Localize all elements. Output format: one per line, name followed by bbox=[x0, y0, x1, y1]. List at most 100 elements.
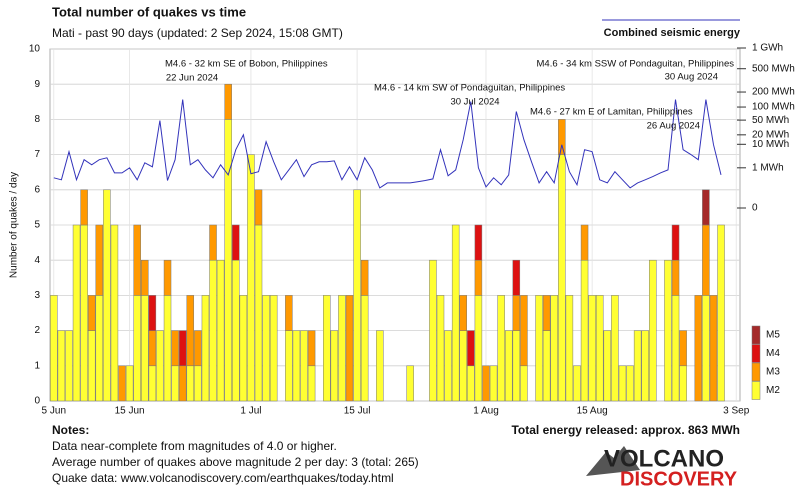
annotation-text: M4.6 - 27 km E of Lamitan, Philippines bbox=[530, 107, 693, 118]
bar-segment bbox=[262, 295, 270, 402]
logo-icon bbox=[586, 446, 640, 476]
annotation-date: 26 Aug 2024 bbox=[647, 121, 700, 132]
bar-segment bbox=[565, 295, 574, 402]
y-tick-label: 8 bbox=[34, 114, 40, 125]
bar-segment bbox=[451, 224, 460, 402]
y2-tick-label: 500 MWh bbox=[752, 63, 795, 74]
bar-segment bbox=[474, 224, 483, 261]
bar-segment bbox=[201, 295, 210, 402]
annotation-date: 22 Jun 2024 bbox=[166, 73, 218, 84]
bar-segment bbox=[307, 365, 316, 402]
bar-segment bbox=[141, 295, 149, 402]
bar-segment bbox=[330, 330, 339, 402]
bar-segment bbox=[224, 83, 232, 120]
bar-segment bbox=[269, 295, 278, 402]
bar-segment bbox=[482, 365, 490, 402]
bar-segment bbox=[194, 330, 202, 367]
legend-label: M3 bbox=[766, 367, 780, 378]
y2-tick-label: 200 MWh bbox=[752, 87, 795, 98]
bar-segment bbox=[580, 224, 589, 261]
x-tick-label: 3 Sep bbox=[723, 406, 750, 417]
bar-segment bbox=[285, 295, 293, 331]
bar-segment bbox=[178, 330, 187, 367]
bar-segment bbox=[323, 295, 331, 402]
bar-segment bbox=[603, 330, 612, 402]
x-tick-label: 1 Jul bbox=[240, 406, 261, 417]
bar-segment bbox=[474, 259, 483, 296]
note-line: Data near-complete from magnitudes of 4.… bbox=[52, 439, 337, 453]
y-tick-label: 4 bbox=[34, 255, 40, 266]
bar-segment bbox=[133, 295, 141, 402]
annotation-text: M4.6 - 32 km SE of Bobon, Philippines bbox=[165, 59, 328, 70]
bar-segment bbox=[103, 189, 111, 402]
bar-segment bbox=[497, 295, 505, 402]
bar-segment bbox=[633, 330, 642, 402]
bar-segment bbox=[224, 119, 232, 402]
note-line: Quake data: www.volcanodiscovery.com/ear… bbox=[52, 471, 394, 485]
bar-segment bbox=[360, 295, 369, 402]
bar-segment bbox=[87, 330, 96, 402]
bar-segment bbox=[148, 330, 157, 367]
bar-segment bbox=[110, 224, 119, 402]
bar-segment bbox=[254, 189, 263, 226]
bar-segment bbox=[171, 330, 179, 367]
bar-segment bbox=[57, 330, 66, 402]
bar-segment bbox=[429, 259, 437, 402]
bar-segment bbox=[679, 330, 687, 367]
bar-segment bbox=[664, 259, 672, 402]
bar-segment bbox=[95, 295, 104, 402]
y-tick-label: 6 bbox=[34, 184, 40, 195]
bar-segment bbox=[671, 224, 680, 261]
y2-tick-label: 20 MWh bbox=[752, 129, 789, 140]
note-line: Average number of quakes above magnitude… bbox=[52, 455, 419, 469]
y-axis-label: Number of quakes / day bbox=[9, 172, 20, 278]
bar-segment bbox=[80, 189, 88, 226]
bar-segment bbox=[649, 259, 657, 402]
bar-segment bbox=[641, 330, 649, 402]
x-tick-label: 15 Jul bbox=[344, 406, 371, 417]
bar-segment bbox=[694, 295, 703, 402]
bar-segment bbox=[209, 259, 217, 402]
bar-segment bbox=[194, 365, 202, 402]
bar-segment bbox=[512, 259, 521, 296]
logo: VOLCANO DISCOVERY bbox=[586, 445, 738, 490]
annotation-text: M4.6 - 14 km SW of Pondaguitan, Philippi… bbox=[374, 83, 565, 94]
bar-segment bbox=[80, 224, 88, 402]
y2-tick-label: 1 MWh bbox=[752, 162, 784, 173]
bar-segment bbox=[285, 330, 293, 402]
bar-segment bbox=[50, 295, 58, 402]
bar-segment bbox=[558, 119, 566, 155]
bar-segment bbox=[436, 295, 445, 402]
bar-segment bbox=[595, 295, 604, 402]
bar-segment bbox=[535, 295, 543, 402]
bar-segment bbox=[459, 330, 467, 402]
bar-segment bbox=[178, 365, 187, 402]
bar-segment bbox=[459, 295, 467, 331]
y-tick-label: 3 bbox=[34, 290, 40, 301]
bar-segment bbox=[148, 365, 157, 402]
bar-segment bbox=[489, 365, 498, 402]
legend-swatch bbox=[751, 344, 761, 363]
bar-segment bbox=[376, 330, 384, 402]
notes-title: Notes: bbox=[52, 423, 89, 437]
bar-segment bbox=[406, 365, 414, 402]
bar-segment bbox=[702, 295, 710, 402]
bar-segment bbox=[504, 330, 513, 402]
annotation-date: 30 Aug 2024 bbox=[665, 72, 718, 83]
legend-label: M5 bbox=[766, 330, 780, 341]
bar-segment bbox=[118, 365, 126, 402]
bar-segment bbox=[87, 295, 96, 331]
bar-segment bbox=[542, 295, 551, 331]
logo-top: VOLCANO bbox=[604, 445, 724, 472]
x-tick-label: 15 Aug bbox=[577, 406, 608, 417]
y-tick-label: 5 bbox=[34, 220, 40, 231]
bar-segment bbox=[360, 259, 369, 296]
x-tick-label: 1 Aug bbox=[473, 406, 499, 417]
bar-segment bbox=[467, 330, 475, 367]
bar-segment bbox=[163, 259, 172, 296]
bar-segment bbox=[307, 330, 316, 367]
legend-label: Combined seismic energy bbox=[604, 27, 741, 39]
bar-segment bbox=[292, 330, 301, 402]
bar-segment bbox=[232, 259, 240, 402]
